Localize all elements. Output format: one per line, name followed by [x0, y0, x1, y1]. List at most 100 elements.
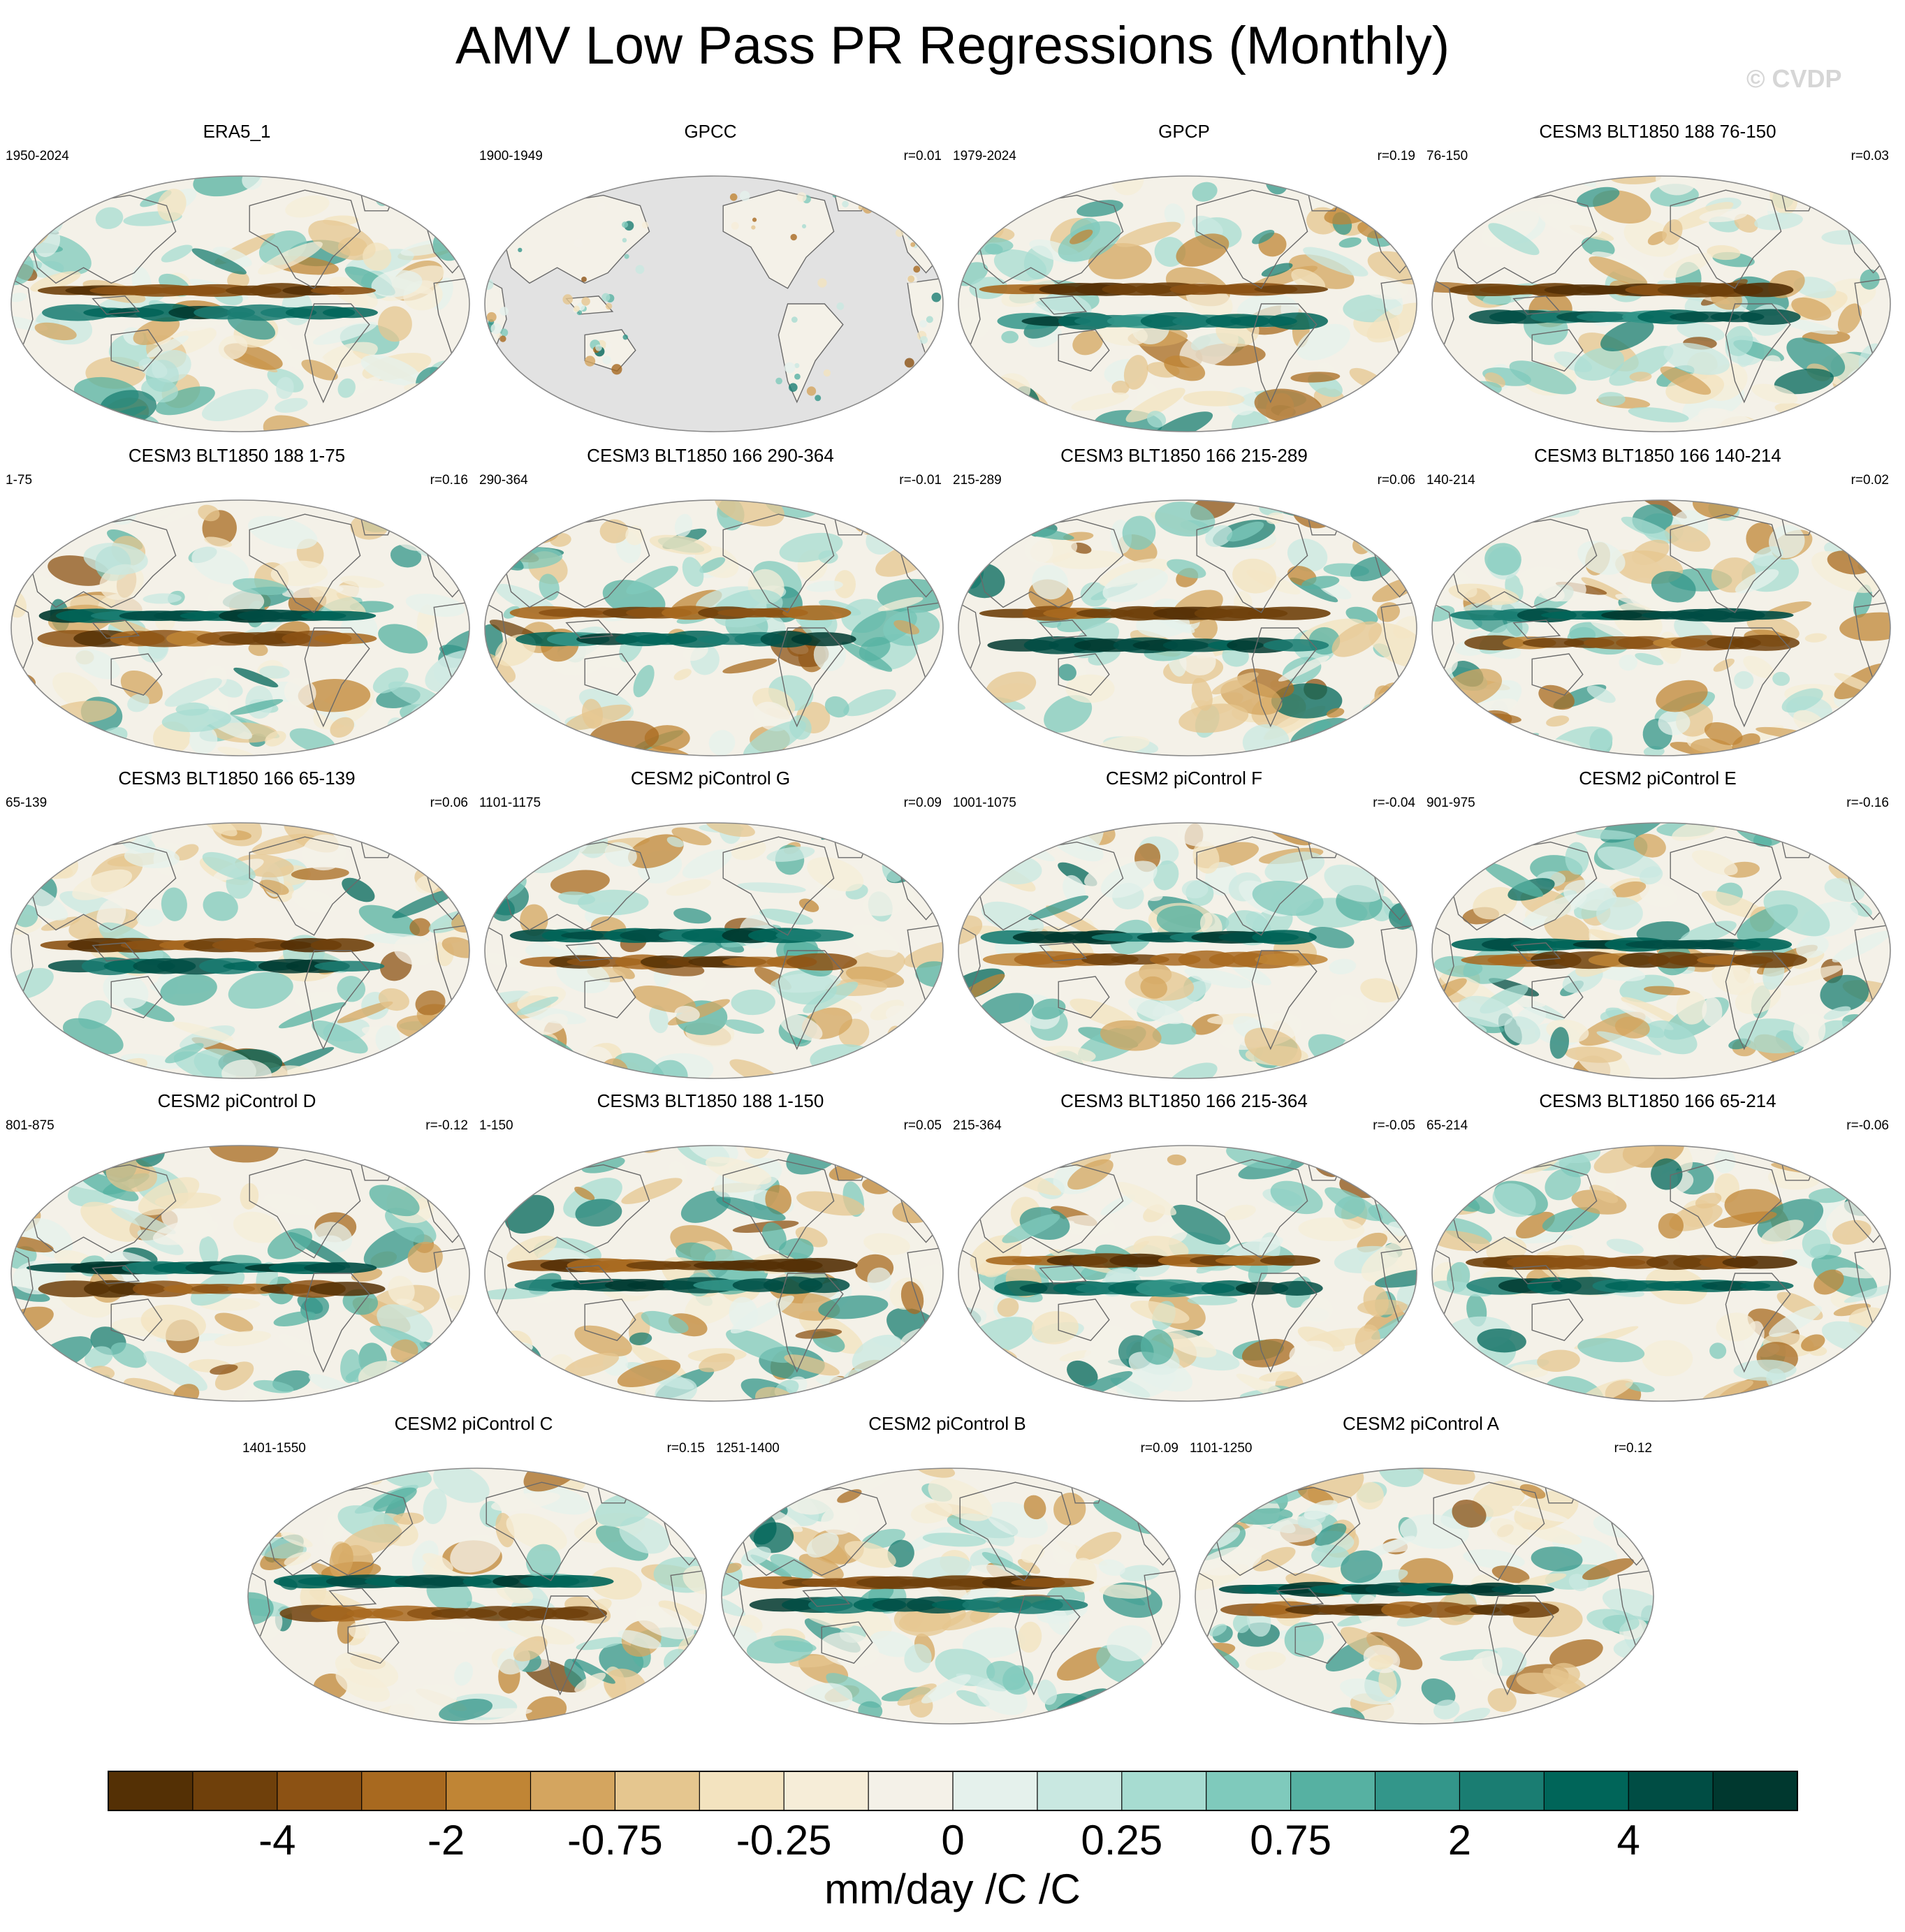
anomaly-blob [1399, 1514, 1469, 1549]
anomaly-blob [753, 1522, 794, 1553]
anomaly-blob [1625, 1382, 1655, 1393]
anomaly-blob [1083, 857, 1139, 888]
anomaly-blob [863, 885, 914, 916]
panel-period: 1101-1250 [1190, 1441, 1253, 1456]
anomaly-blob [1058, 221, 1121, 262]
colorbar-box [1206, 1771, 1292, 1810]
coastline [1432, 1246, 1454, 1331]
anomaly-blob [834, 570, 856, 599]
anomaly-blob [263, 1194, 317, 1215]
coastline [1014, 1595, 1081, 1696]
anomaly-blob [378, 306, 412, 342]
anomaly-blob [961, 1513, 1015, 1546]
panel-correlation: r=0.06 [1377, 473, 1415, 488]
anomaly-blob [157, 189, 187, 221]
anomaly-blob [1835, 1267, 1878, 1279]
anomaly-blob [1252, 880, 1324, 916]
anomaly-blob [1596, 897, 1643, 930]
colorbar-box [1713, 1771, 1798, 1810]
anomaly-blob [308, 219, 376, 261]
anomaly-blob [1824, 878, 1865, 902]
anomaly-blob [743, 1146, 771, 1159]
anomaly-blob [1266, 512, 1284, 525]
anomaly-blob [1297, 1486, 1334, 1505]
anomaly-blob [1576, 186, 1620, 207]
anomaly-blob [422, 1553, 453, 1572]
panel-period: 1001-1075 [953, 796, 1016, 810]
anomaly-blob [867, 1267, 891, 1291]
land-anomaly [836, 302, 845, 310]
coastline [1725, 303, 1791, 404]
coastline [1531, 653, 1584, 696]
anomaly-blob [1679, 921, 1737, 945]
land-anomaly [926, 316, 933, 323]
tropical-band [1732, 634, 1800, 651]
anomaly-blob [850, 924, 900, 958]
anomaly-blob [1191, 678, 1213, 711]
tropical-band [1263, 638, 1329, 652]
anomaly-blob [1651, 1158, 1683, 1190]
anomaly-blob [1610, 176, 1662, 184]
coastline [1039, 620, 1088, 639]
coastline [110, 1298, 163, 1342]
anomaly-blob [550, 870, 610, 895]
anomaly-blob [1028, 895, 1089, 921]
anomaly-blob [1178, 823, 1241, 847]
anomaly-blob [313, 321, 377, 345]
anomaly-blob [95, 207, 124, 229]
anomaly-blob [997, 1298, 1019, 1317]
map-panel: CESM3 BLT1850 166 140-214 140-214 r=0.02 [1421, 444, 1895, 759]
map-field [10, 499, 470, 756]
anomaly-blob [821, 1505, 859, 1535]
colorbar-units-label: mm/day /C /C [824, 1866, 1081, 1912]
anomaly-blob [1053, 1493, 1086, 1526]
anomaly-blob [393, 935, 437, 966]
colorbar-tick-label: -2 [427, 1817, 465, 1864]
coastline [958, 923, 981, 1009]
anomaly-blob [893, 620, 920, 635]
land-anomaly [784, 362, 796, 374]
anomaly-blob [136, 908, 164, 927]
colorbar-box [699, 1771, 784, 1810]
anomaly-blob [1542, 1207, 1600, 1233]
coastline [565, 942, 614, 962]
panel-period: 1-150 [479, 1118, 513, 1133]
coastline [304, 950, 370, 1051]
anomaly-blob [1531, 1546, 1583, 1572]
anomaly-blob [1052, 1537, 1076, 1565]
tropical-band [776, 1258, 858, 1273]
coastline [485, 923, 507, 1009]
anomaly-blob [1702, 1380, 1753, 1401]
anomaly-blob [1303, 247, 1368, 277]
anomaly-blob [575, 1199, 622, 1227]
anomaly-blob [774, 1640, 817, 1653]
anomaly-blob [1164, 203, 1185, 228]
coastline [1432, 923, 1454, 1009]
panel-title: CESM3 BLT1850 188 1-150 [597, 1090, 824, 1111]
anomaly-blob [1754, 212, 1803, 230]
anomaly-blob [1125, 388, 1185, 423]
anomaly-blob [629, 1332, 652, 1345]
anomaly-blob [110, 1207, 176, 1235]
coastline [501, 518, 650, 608]
tropical-band [301, 610, 377, 621]
anomaly-blob [1702, 997, 1723, 1027]
anomaly-blob [604, 842, 637, 867]
coastline [975, 518, 1124, 608]
coastline [778, 627, 844, 728]
anomaly-blob [1783, 965, 1843, 986]
anomaly-blob [1833, 1303, 1871, 1317]
tropical-band [782, 605, 852, 620]
anomaly-blob [1298, 1217, 1365, 1242]
anomaly-blob [770, 973, 841, 993]
anomaly-blob [1473, 886, 1517, 920]
anomaly-blob [1589, 256, 1648, 286]
anomaly-blob [1660, 366, 1711, 395]
coastline [110, 329, 163, 372]
coastline [11, 277, 34, 362]
anomaly-blob [214, 1361, 254, 1391]
map-field [721, 1468, 1181, 1725]
map-outline [958, 822, 1417, 1079]
coastline [501, 841, 650, 931]
coastline [975, 194, 1124, 284]
